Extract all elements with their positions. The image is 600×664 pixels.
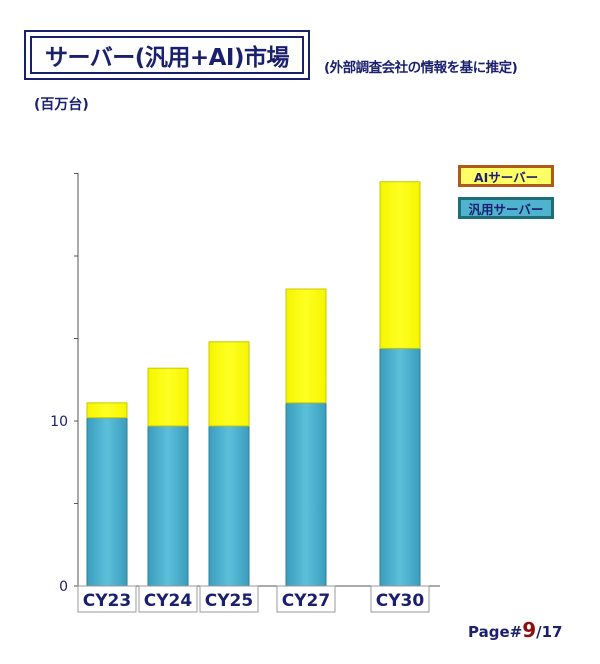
bar-general-cy25 xyxy=(208,425,250,587)
bar-ai-cy25 xyxy=(208,341,250,427)
page-number: Page#9/17 xyxy=(468,618,562,642)
legend-general-server: 汎用サーバー xyxy=(458,197,554,219)
category-cell xyxy=(276,585,336,613)
bar-ai-cy23 xyxy=(86,402,128,419)
bar-general-cy23 xyxy=(86,417,128,587)
bar-general-cy30 xyxy=(379,347,421,587)
chart-title: サーバー(汎用+AI)市場 xyxy=(30,36,304,74)
page-current: 9 xyxy=(522,618,537,642)
page-prefix: Page# xyxy=(468,623,523,641)
category-label-cy23: CY23 xyxy=(83,591,131,611)
chart-subtitle: (外部調査会社の情報を基に推定) xyxy=(324,60,518,76)
bar-general-cy27 xyxy=(285,402,327,587)
bar-ai-cy24 xyxy=(147,367,189,427)
y-tick-label: 0 xyxy=(59,579,68,595)
category-label-cy25: CY25 xyxy=(205,591,253,611)
category-cell xyxy=(199,585,259,613)
category-cell xyxy=(138,585,198,613)
category-label-cy27: CY27 xyxy=(282,591,330,611)
bar-ai-cy30 xyxy=(379,181,421,349)
bar-ai-cy27 xyxy=(285,288,327,404)
y-tick-label: 10 xyxy=(50,414,68,430)
legend-ai-server: AIサーバー xyxy=(458,165,554,187)
bar-general-cy24 xyxy=(147,425,189,587)
unit-label: (百万台) xyxy=(34,97,89,113)
page-total: /17 xyxy=(536,623,563,641)
category-cell xyxy=(370,585,430,613)
category-cell xyxy=(77,585,137,613)
category-label-cy30: CY30 xyxy=(376,591,425,611)
title-box: サーバー(汎用+AI)市場 xyxy=(24,30,310,80)
category-label-cy24: CY24 xyxy=(144,591,193,611)
